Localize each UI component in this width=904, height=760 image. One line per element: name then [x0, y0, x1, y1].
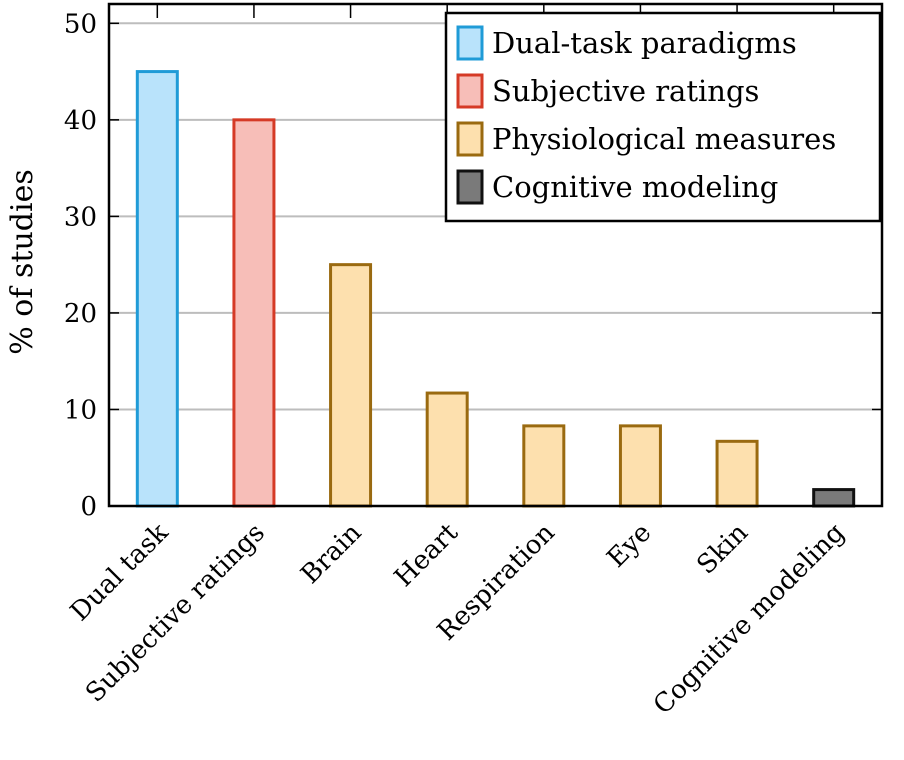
bars [135, 70, 856, 508]
bar-brain [329, 263, 373, 508]
y-axis-ticks: 0 10 20 30 40 50 [64, 9, 882, 522]
legend-swatch [456, 121, 484, 157]
legend-label: Physiological measures [492, 122, 836, 156]
bar-cognitive-modeling [812, 488, 856, 508]
y-tick-label: 40 [64, 106, 97, 136]
y-tick-label: 10 [64, 395, 97, 425]
bar-dual-task [135, 70, 179, 508]
legend: Dual-task paradigms Subjective ratings Phy… [444, 11, 882, 223]
plot-border [107, 2, 884, 508]
bar-heart [425, 391, 469, 508]
x-tick-label: Brain [295, 518, 367, 590]
legend-swatch [456, 25, 484, 61]
bar-respiration [522, 424, 566, 508]
x-tick-label: Heart [389, 517, 465, 593]
y-tick-label: 50 [64, 9, 97, 39]
legend-box [444, 11, 882, 223]
y-tick-label: 0 [80, 492, 97, 522]
legend-swatch [456, 73, 484, 109]
legend-label: Subjective ratings [492, 74, 759, 108]
x-tick-label: Cognitive modeling [648, 518, 851, 721]
bar-subjective-ratings [232, 118, 276, 508]
y-tick-label: 30 [64, 202, 97, 232]
legend-label: Dual-task paradigms [492, 26, 797, 60]
x-tick-label: Subjective ratings [80, 518, 271, 709]
x-tick-label: Eye [601, 518, 657, 574]
plot-frame [107, 2, 884, 508]
bar-eye [618, 424, 662, 508]
bar-skin [715, 439, 759, 508]
legend-label: Cognitive modeling [492, 170, 778, 204]
legend-swatch [456, 169, 484, 205]
x-tick-label: Skin [691, 518, 754, 581]
y-axis-label: % of studies [5, 169, 40, 354]
y-tick-label: 20 [64, 299, 97, 329]
